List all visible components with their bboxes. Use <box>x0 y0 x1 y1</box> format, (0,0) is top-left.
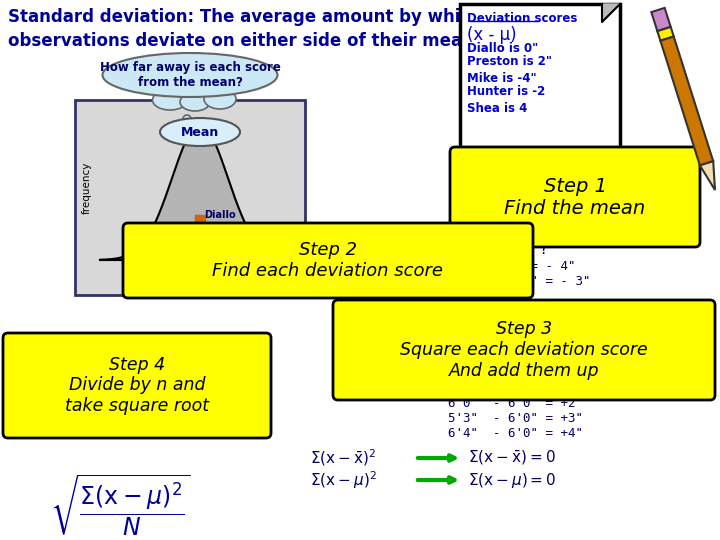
Text: Step 1
Find the mean: Step 1 Find the mean <box>505 177 646 218</box>
Text: Height (feet): Height (feet) <box>150 289 230 299</box>
Text: Mean: Mean <box>181 125 219 138</box>
Text: $\Sigma(\mathrm{x} - \bar{\mathrm{x}})^2$: $\Sigma(\mathrm{x} - \bar{\mathrm{x}})^2… <box>310 448 376 468</box>
FancyBboxPatch shape <box>75 100 305 295</box>
Text: $\sqrt{\dfrac{\Sigma(\mathrm{x}-\mu)^2}{N}}$: $\sqrt{\dfrac{\Sigma(\mathrm{x}-\mu)^2}{… <box>50 472 190 537</box>
FancyBboxPatch shape <box>460 4 620 169</box>
Ellipse shape <box>181 129 187 135</box>
Text: 6'4"  - 6'0" = +4": 6'4" - 6'0" = +4" <box>448 427 583 440</box>
Ellipse shape <box>180 93 210 111</box>
Text: 5'9"  - 6'0" = - 3": 5'9" - 6'0" = - 3" <box>448 275 590 288</box>
Text: Preston is 2": Preston is 2" <box>467 55 552 68</box>
Text: 6.5: 6.5 <box>225 262 241 272</box>
Polygon shape <box>652 8 671 31</box>
Text: 5'3"  - 6'0" = +3": 5'3" - 6'0" = +3" <box>448 412 583 425</box>
FancyBboxPatch shape <box>333 300 715 400</box>
Text: 5.5: 5.5 <box>159 262 174 272</box>
Text: 7.0: 7.0 <box>259 262 274 272</box>
FancyBboxPatch shape <box>450 147 700 247</box>
Text: (x - μ) = ?: (x - μ) = ? <box>448 242 549 257</box>
Text: $\Sigma(\mathrm{x} - \mu) = 0$: $\Sigma(\mathrm{x} - \mu) = 0$ <box>468 470 557 489</box>
Text: Diallo: Diallo <box>204 210 235 220</box>
Text: $\Sigma(\mathrm{x} - \mu)^2$: $\Sigma(\mathrm{x} - \mu)^2$ <box>310 469 377 491</box>
FancyBboxPatch shape <box>3 333 271 438</box>
Text: $\Sigma(\mathrm{x} - \bar{\mathrm{x}}) = 0$: $\Sigma(\mathrm{x} - \bar{\mathrm{x}}) =… <box>468 449 556 467</box>
Text: Standard deviation: The average amount by which
observations deviate on either s: Standard deviation: The average amount b… <box>8 8 482 50</box>
Text: Step 4
Divide by n and
take square root: Step 4 Divide by n and take square root <box>65 356 209 415</box>
Polygon shape <box>657 27 674 40</box>
Text: - 6'0" = - 4": - 6'0" = - 4" <box>448 260 575 273</box>
Ellipse shape <box>153 90 187 110</box>
Text: Step 3
Square each deviation score
And add them up: Step 3 Square each deviation score And a… <box>400 320 648 380</box>
Ellipse shape <box>160 118 240 146</box>
Text: 5.0: 5.0 <box>126 262 141 272</box>
Ellipse shape <box>204 89 236 109</box>
Text: Diallo is 0": Diallo is 0" <box>467 42 539 55</box>
Text: frequency: frequency <box>82 161 92 214</box>
Text: Mike is -4": Mike is -4" <box>467 72 536 85</box>
Polygon shape <box>660 37 714 165</box>
Polygon shape <box>602 4 620 22</box>
Text: Hunter is -2: Hunter is -2 <box>467 85 545 98</box>
Text: How far away is each score
from the mean?: How far away is each score from the mean… <box>99 61 280 89</box>
Text: 6.0: 6.0 <box>192 262 207 272</box>
Text: 6'0"  - 6'0" = +2: 6'0" - 6'0" = +2 <box>448 397 575 410</box>
FancyBboxPatch shape <box>123 223 533 298</box>
Ellipse shape <box>102 53 277 97</box>
Text: Deviation scores: Deviation scores <box>467 12 577 25</box>
Ellipse shape <box>183 115 191 123</box>
Text: Step 2
Find each deviation score: Step 2 Find each deviation score <box>212 241 444 280</box>
Text: Shea is 4: Shea is 4 <box>467 102 527 115</box>
Text: (x - μ): (x - μ) <box>467 26 517 44</box>
Polygon shape <box>700 161 715 190</box>
